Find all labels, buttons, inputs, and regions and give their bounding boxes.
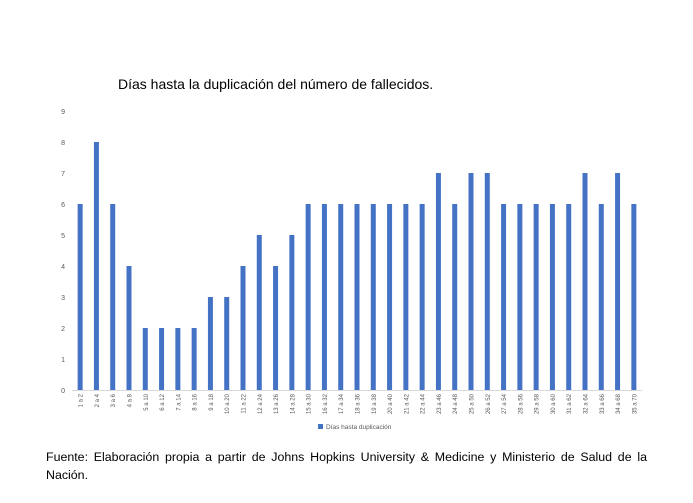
bar-series — [77, 142, 637, 390]
bar — [240, 266, 246, 390]
y-tick-label: 9 — [61, 109, 65, 116]
x-tick-label: 16 a 32 — [323, 393, 329, 414]
x-tick-label: 20 a 40 — [388, 393, 394, 414]
x-tick-label: 17 a 34 — [339, 393, 345, 414]
x-tick-label: 3 a 6 — [111, 393, 117, 407]
bar — [387, 204, 393, 390]
y-tick-label: 3 — [61, 295, 65, 302]
y-tick-label: 5 — [61, 233, 65, 240]
x-tick-label: 25 a 50 — [470, 393, 476, 414]
x-tick-label: 14 a 28 — [290, 393, 296, 414]
x-tick-label: 19 a 38 — [372, 393, 378, 414]
y-tick-label: 2 — [61, 326, 65, 333]
x-tick-label: 24 a 48 — [453, 393, 459, 414]
y-tick-label: 0 — [61, 388, 65, 395]
legend-swatch — [318, 424, 323, 429]
bar — [598, 204, 604, 390]
x-tick-label: 1 a 2 — [79, 393, 85, 407]
bar — [126, 266, 132, 390]
x-tick-label: 4 a 8 — [128, 393, 134, 407]
x-tick-label: 32 a 64 — [584, 393, 590, 414]
bar — [110, 204, 116, 390]
source-note: Fuente: Elaboración propia a partir de J… — [46, 450, 647, 482]
bar — [207, 297, 213, 390]
bar — [484, 173, 490, 390]
bar-chart: 0 1 2 3 4 5 6 7 8 9 1 a 2 2 a 4 3 a 6 4 a 8 5 a 10 6 a… — [61, 109, 642, 431]
x-tick-label: 34 a 68 — [616, 393, 622, 414]
y-axis-ticks: 0 1 2 3 4 5 6 7 8 9 — [61, 109, 65, 395]
x-tick-label: 26 a 52 — [486, 393, 492, 414]
x-tick-label: 9 a 18 — [209, 393, 215, 410]
x-tick-label: 30 a 60 — [551, 393, 557, 414]
x-tick-label: 31 a 62 — [567, 393, 573, 414]
bar — [468, 173, 474, 390]
bar — [403, 204, 409, 390]
bar — [321, 204, 327, 390]
bar — [338, 204, 344, 390]
bar — [566, 204, 572, 390]
bar — [419, 204, 425, 390]
y-tick-label: 6 — [61, 202, 65, 209]
y-tick-label: 7 — [61, 171, 65, 178]
bar — [289, 235, 295, 390]
x-tick-label: 28 a 56 — [518, 393, 524, 414]
bar — [77, 204, 83, 390]
bar — [549, 204, 555, 390]
bar — [615, 173, 621, 390]
y-tick-label: 4 — [61, 264, 65, 271]
x-tick-label: 11 a 22 — [242, 393, 248, 413]
x-tick-label: 6 a 12 — [160, 393, 166, 410]
bar — [370, 204, 376, 390]
x-axis-ticks: 1 a 2 2 a 4 3 a 6 4 a 8 5 a 10 6 a 12 7 a 14 8 … — [79, 393, 639, 414]
legend-label: Días hasta duplicación — [326, 424, 392, 431]
bar — [435, 173, 441, 390]
x-tick-label: 12 a 24 — [258, 393, 264, 414]
bar — [517, 204, 523, 390]
x-tick-label: 21 a 42 — [404, 393, 410, 414]
x-tick-label: 5 a 10 — [144, 393, 150, 410]
x-tick-label: 27 a 54 — [502, 393, 508, 414]
x-tick-label: 33 a 66 — [600, 393, 606, 414]
x-tick-label: 18 a 36 — [356, 393, 362, 414]
bar — [273, 266, 279, 390]
x-tick-label: 2 a 4 — [95, 393, 101, 407]
y-tick-label: 1 — [61, 357, 65, 364]
bar — [159, 328, 165, 390]
y-tick-label: 8 — [61, 140, 65, 147]
chart-title: Días hasta la duplicación del número de … — [118, 76, 434, 92]
x-tick-label: 8 a 16 — [193, 393, 199, 410]
bar — [582, 173, 588, 390]
bar — [501, 204, 507, 390]
bar — [533, 204, 539, 390]
x-tick-label: 23 a 46 — [437, 393, 443, 414]
bar — [224, 297, 230, 390]
bar — [175, 328, 181, 390]
bar — [93, 142, 99, 390]
bar — [142, 328, 148, 390]
bar — [631, 204, 637, 390]
legend: Días hasta duplicación — [318, 424, 392, 431]
bar — [305, 204, 311, 390]
bar — [191, 328, 197, 390]
x-tick-label: 7 a 14 — [176, 393, 182, 410]
bar — [256, 235, 262, 390]
x-tick-label: 15 a 30 — [307, 393, 313, 414]
bar — [452, 204, 458, 390]
x-tick-label: 29 a 58 — [535, 393, 541, 414]
bar — [354, 204, 360, 390]
x-tick-label: 13 a 26 — [274, 393, 280, 414]
x-tick-label: 22 a 44 — [421, 393, 427, 414]
x-tick-label: 35 a 70 — [632, 393, 638, 414]
x-tick-label: 10 a 20 — [225, 393, 231, 414]
